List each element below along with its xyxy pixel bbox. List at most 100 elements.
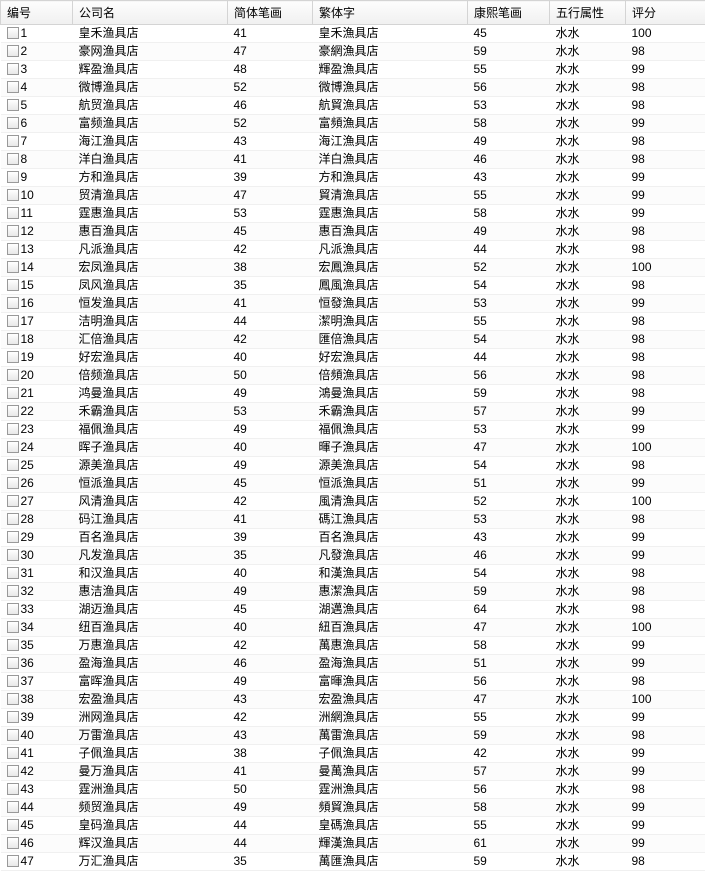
cell-jb: 42 [228, 493, 313, 511]
table-row[interactable]: 40万雷渔具店43萬雷漁具店59水水98 [1, 727, 705, 745]
row-icon [7, 603, 19, 615]
table-row[interactable]: 27风清渔具店42風清漁具店52水水100 [1, 493, 705, 511]
table-row[interactable]: 46辉汉渔具店44輝漢漁具店61水水99 [1, 835, 705, 853]
table-row[interactable]: 43霆洲渔具店50霆洲漁具店56水水98 [1, 781, 705, 799]
cell-idx-text: 33 [21, 602, 34, 616]
cell-pf: 99 [626, 205, 705, 223]
cell-ft: 宏鳳漁具店 [313, 259, 468, 277]
cell-name: 航贸渔具店 [73, 97, 228, 115]
cell-idx-text: 6 [21, 116, 28, 130]
table-row[interactable]: 39洲网渔具店42洲網漁具店55水水99 [1, 709, 705, 727]
cell-idx: 17 [1, 313, 73, 331]
col-header-ft[interactable]: 繁体字 [313, 1, 468, 25]
cell-jb: 49 [228, 385, 313, 403]
cell-jb: 52 [228, 115, 313, 133]
table-row[interactable]: 11霆惠渔具店53霆惠漁具店58水水99 [1, 205, 705, 223]
cell-idx: 38 [1, 691, 73, 709]
table-row[interactable]: 19好宏渔具店40好宏漁具店44水水98 [1, 349, 705, 367]
table-row[interactable]: 18汇倍渔具店42匯倍漁具店54水水98 [1, 331, 705, 349]
row-icon [7, 261, 19, 273]
cell-jb: 40 [228, 565, 313, 583]
cell-pf: 99 [626, 187, 705, 205]
cell-name: 子佩渔具店 [73, 745, 228, 763]
table-row[interactable]: 25源美渔具店49源美漁具店54水水98 [1, 457, 705, 475]
table-row[interactable]: 37富晖渔具店49富暉漁具店56水水98 [1, 673, 705, 691]
cell-idx-text: 3 [21, 62, 28, 76]
table-row[interactable]: 23福佩渔具店49福佩漁具店53水水99 [1, 421, 705, 439]
table-row[interactable]: 34纽百渔具店40紐百漁具店47水水100 [1, 619, 705, 637]
table-row[interactable]: 28码江渔具店41碼江漁具店53水水98 [1, 511, 705, 529]
cell-idx-text: 31 [21, 566, 34, 580]
cell-name: 皇禾渔具店 [73, 25, 228, 43]
cell-idx-text: 9 [21, 170, 28, 184]
table-row[interactable]: 4微博渔具店52微博漁具店56水水98 [1, 79, 705, 97]
table-row[interactable]: 42曼万渔具店41曼萬漁具店57水水99 [1, 763, 705, 781]
cell-idx-text: 21 [21, 386, 34, 400]
table-row[interactable]: 38宏盈渔具店43宏盈漁具店47水水100 [1, 691, 705, 709]
company-table: 编号 公司名 简体笔画 繁体字 康熙笔画 五行属性 评分 1皇禾渔具店41皇禾漁… [0, 0, 705, 871]
table-row[interactable]: 26恒派渔具店45恒派漁具店51水水99 [1, 475, 705, 493]
table-row[interactable]: 29百名渔具店39百名漁具店43水水99 [1, 529, 705, 547]
table-row[interactable]: 8洋白渔具店41洋白漁具店46水水98 [1, 151, 705, 169]
table-row[interactable]: 35万惠渔具店42萬惠漁具店58水水99 [1, 637, 705, 655]
cell-idx-text: 1 [21, 26, 28, 40]
cell-ft: 曼萬漁具店 [313, 763, 468, 781]
table-row[interactable]: 33湖迈渔具店45湖邁漁具店64水水98 [1, 601, 705, 619]
cell-idx: 22 [1, 403, 73, 421]
row-icon [7, 243, 19, 255]
table-row[interactable]: 22禾霸渔具店53禾霸漁具店57水水99 [1, 403, 705, 421]
cell-name: 倍频渔具店 [73, 367, 228, 385]
table-row[interactable]: 6富频渔具店52富頻漁具店58水水99 [1, 115, 705, 133]
col-header-pf[interactable]: 评分 [626, 1, 705, 25]
table-row[interactable]: 2豪网渔具店47豪網漁具店59水水98 [1, 43, 705, 61]
cell-ft: 航貿漁具店 [313, 97, 468, 115]
col-header-kx[interactable]: 康熙笔画 [468, 1, 550, 25]
cell-wx: 水水 [550, 241, 626, 259]
table-row[interactable]: 41子佩渔具店38子佩漁具店42水水99 [1, 745, 705, 763]
cell-jb: 41 [228, 295, 313, 313]
table-row[interactable]: 1皇禾渔具店41皇禾漁具店45水水100 [1, 25, 705, 43]
table-row[interactable]: 7海江渔具店43海江漁具店49水水98 [1, 133, 705, 151]
row-icon [7, 495, 19, 507]
table-row[interactable]: 12惠百渔具店45惠百漁具店49水水98 [1, 223, 705, 241]
cell-wx: 水水 [550, 61, 626, 79]
table-row[interactable]: 3辉盈渔具店48輝盈漁具店55水水99 [1, 61, 705, 79]
col-header-idx[interactable]: 编号 [1, 1, 73, 25]
cell-name: 方和渔具店 [73, 169, 228, 187]
cell-kx: 42 [468, 745, 550, 763]
cell-idx-text: 43 [21, 782, 34, 796]
table-row[interactable]: 24晖子渔具店40暉子漁具店47水水100 [1, 439, 705, 457]
cell-name: 宏凤渔具店 [73, 259, 228, 277]
cell-wx: 水水 [550, 799, 626, 817]
col-header-name[interactable]: 公司名 [73, 1, 228, 25]
table-row[interactable]: 30凡发渔具店35凡發漁具店46水水99 [1, 547, 705, 565]
cell-kx: 64 [468, 601, 550, 619]
table-row[interactable]: 17洁明渔具店44潔明漁具店55水水98 [1, 313, 705, 331]
table-row[interactable]: 45皇码渔具店44皇碼漁具店55水水99 [1, 817, 705, 835]
table-row[interactable]: 20倍频渔具店50倍頻漁具店56水水98 [1, 367, 705, 385]
table-row[interactable]: 13凡派渔具店42凡派漁具店44水水98 [1, 241, 705, 259]
row-icon [7, 693, 19, 705]
table-row[interactable]: 47万汇渔具店35萬匯漁具店59水水98 [1, 853, 705, 871]
table-row[interactable]: 15凤风渔具店35鳳風漁具店54水水98 [1, 277, 705, 295]
table-row[interactable]: 9方和渔具店39方和漁具店43水水99 [1, 169, 705, 187]
table-row[interactable]: 31和汉渔具店40和漢漁具店54水水98 [1, 565, 705, 583]
table-row[interactable]: 44频贸渔具店49頻貿漁具店58水水99 [1, 799, 705, 817]
cell-wx: 水水 [550, 223, 626, 241]
col-header-wx[interactable]: 五行属性 [550, 1, 626, 25]
table-row[interactable]: 10贸清渔具店47貿清漁具店55水水99 [1, 187, 705, 205]
table-row[interactable]: 21鸿曼渔具店49鴻曼漁具店59水水98 [1, 385, 705, 403]
cell-kx: 49 [468, 223, 550, 241]
cell-kx: 46 [468, 151, 550, 169]
cell-wx: 水水 [550, 493, 626, 511]
row-icon [7, 369, 19, 381]
table-row[interactable]: 16恒发渔具店41恒發漁具店53水水99 [1, 295, 705, 313]
table-row[interactable]: 14宏凤渔具店38宏鳳漁具店52水水100 [1, 259, 705, 277]
col-header-jb[interactable]: 简体笔画 [228, 1, 313, 25]
cell-wx: 水水 [550, 79, 626, 97]
table-row[interactable]: 36盈海渔具店46盈海漁具店51水水99 [1, 655, 705, 673]
row-icon [7, 675, 19, 687]
cell-name: 鸿曼渔具店 [73, 385, 228, 403]
table-row[interactable]: 5航贸渔具店46航貿漁具店53水水98 [1, 97, 705, 115]
table-row[interactable]: 32惠洁渔具店49惠潔漁具店59水水98 [1, 583, 705, 601]
